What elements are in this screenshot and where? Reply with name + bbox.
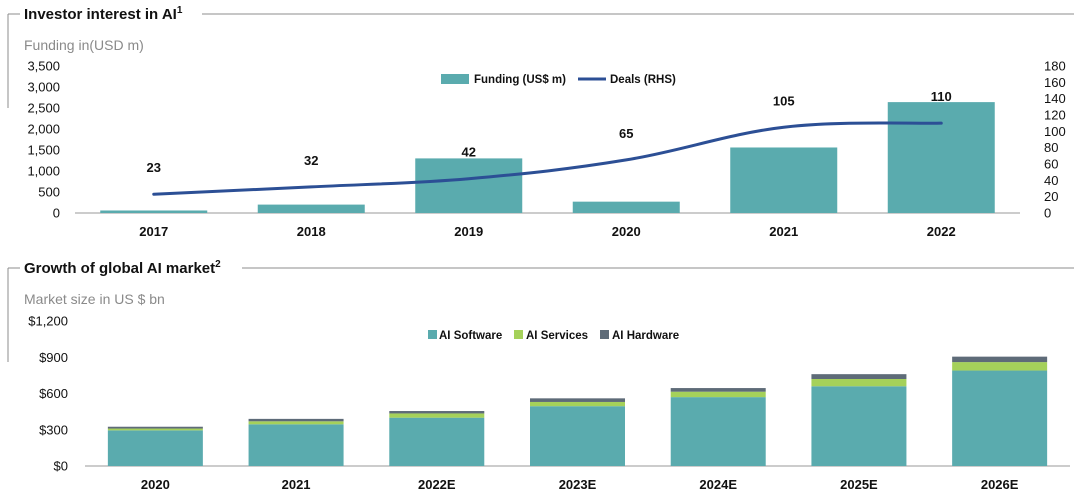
software-bar-segment — [389, 417, 485, 466]
legend-label-deals: Deals (RHS) — [610, 74, 676, 86]
legend: AI Software AI Services AI Hardware — [428, 330, 679, 342]
legend-label-software: AI Software — [439, 330, 502, 342]
deals-data-label: 110 — [931, 89, 952, 104]
legend-swatch-hardware — [600, 330, 609, 339]
deals-data-label: 42 — [462, 145, 476, 160]
y-tick-label: 1,000 — [27, 164, 60, 179]
services-bar-segment — [952, 362, 1048, 371]
market-subtitle: Market size in US $ bn — [24, 291, 165, 307]
market-section-header: Growth of global AI market2 Market size … — [7, 259, 1074, 362]
hardware-bar-segment — [107, 426, 203, 429]
deals-data-label: 105 — [773, 93, 795, 108]
investor-section-header: Investor interest in AI1 Funding in(USD … — [7, 5, 1074, 108]
x-tick-label: 2025E — [840, 477, 878, 492]
x-tick-label: 2017 — [139, 224, 168, 239]
software-bar-segment — [248, 424, 344, 466]
y-tick-label: 3,500 — [27, 59, 60, 74]
investor-chart: 05001,0001,5002,0002,5003,0003,500020406… — [27, 59, 1065, 240]
services-bar-segment — [389, 413, 485, 418]
funding-bar — [100, 210, 208, 213]
y2-tick-label: 20 — [1044, 189, 1058, 204]
market-chart: $0 $300 $600 $900 $1,200 2020 2021 2022E 2023E 20… — [28, 314, 1070, 492]
hardware-bar-segment — [389, 411, 485, 414]
y2-tick-label: 100 — [1044, 124, 1066, 139]
services-bar-segment — [811, 379, 907, 387]
y-tick-label: 1,500 — [27, 143, 60, 158]
x-tick-label: 2022E — [418, 477, 456, 492]
y-tick-label: 2,500 — [27, 101, 60, 116]
x-tick-label: 2020 — [612, 224, 641, 239]
legend: Funding (US$ m) Deals (RHS) — [441, 74, 676, 86]
services-bar-segment — [530, 401, 625, 407]
hardware-bar-segment — [811, 374, 907, 379]
deals-line — [152, 121, 943, 196]
x-tick-label: 2024E — [699, 477, 737, 492]
legend-label-services: AI Services — [526, 330, 588, 342]
funding-bar — [887, 102, 995, 213]
y2-tick-label: 40 — [1044, 173, 1058, 188]
x-tick-label: 2018 — [297, 224, 326, 239]
deals-data-label: 32 — [304, 153, 318, 168]
services-bar-segment — [107, 428, 203, 431]
y-tick-label: $900 — [39, 350, 68, 365]
services-bar-segment — [248, 421, 344, 425]
y-tick-label: 500 — [38, 185, 60, 200]
x-tick-label: 2023E — [559, 477, 597, 492]
software-bar-segment — [530, 406, 625, 466]
x-tick-label: 2020 — [141, 477, 170, 492]
deals-data-label: 23 — [147, 160, 161, 175]
hardware-bar-segment — [670, 388, 766, 392]
y-tick-label: $300 — [39, 422, 68, 437]
legend-label-hardware: AI Hardware — [612, 330, 679, 342]
software-bar-segment — [811, 386, 907, 466]
y2-tick-label: 120 — [1044, 108, 1066, 123]
y2-tick-label: 80 — [1044, 140, 1058, 155]
hardware-bar-segment — [952, 356, 1048, 363]
x-tick-label: 2022 — [927, 224, 956, 239]
hardware-bar-segment — [530, 398, 625, 402]
y-tick-label: 3,000 — [27, 80, 60, 95]
x-tick-label: 2026E — [981, 477, 1019, 492]
y-tick-label: $0 — [54, 459, 68, 474]
y-tick-label: 0 — [53, 206, 60, 221]
y-tick-label: $1,200 — [28, 314, 68, 329]
y2-tick-label: 160 — [1044, 75, 1066, 90]
funding-bar — [572, 201, 680, 213]
funding-bar — [730, 147, 838, 213]
funding-bar — [257, 204, 365, 213]
software-bar-segment — [952, 370, 1048, 466]
funding-bar — [415, 158, 523, 213]
services-bar-segment — [670, 391, 766, 398]
y2-tick-label: 140 — [1044, 91, 1066, 106]
x-tick-label: 2021 — [769, 224, 798, 239]
legend-swatch-services — [514, 330, 523, 339]
y2-tick-label: 0 — [1044, 206, 1051, 221]
software-bar-segment — [670, 397, 766, 466]
x-tick-label: 2021 — [282, 477, 311, 492]
y2-tick-label: 180 — [1044, 59, 1066, 74]
investor-subtitle: Funding in(USD m) — [24, 37, 144, 53]
hardware-bar-segment — [248, 418, 344, 422]
software-bar-segment — [107, 430, 203, 466]
y-tick-label: 2,000 — [27, 122, 60, 137]
investor-title: Investor interest in AI1 — [24, 5, 183, 23]
y-tick-label: $600 — [39, 386, 68, 401]
legend-label-funding: Funding (US$ m) — [474, 74, 566, 86]
deals-data-label: 65 — [619, 126, 633, 141]
legend-swatch-software — [428, 330, 437, 339]
market-title: Growth of global AI market2 — [24, 259, 221, 277]
legend-swatch-funding — [441, 74, 469, 84]
x-tick-label: 2019 — [454, 224, 483, 239]
y2-tick-label: 60 — [1044, 157, 1058, 172]
